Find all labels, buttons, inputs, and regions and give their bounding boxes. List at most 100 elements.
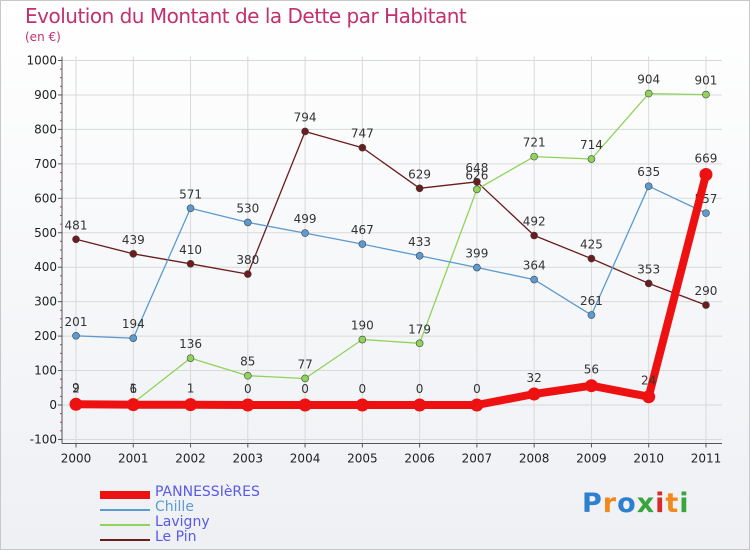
data-point-lavigny	[415, 339, 424, 348]
data-point-chille	[415, 252, 424, 260]
data-point-pannessi-res	[355, 398, 369, 412]
data-label-lavigny: 179	[408, 322, 431, 336]
x-tick-label: 2006	[404, 451, 435, 465]
data-point-chille	[72, 331, 80, 340]
x-tick-label: 2000	[61, 451, 92, 465]
data-point-lavigny	[702, 90, 710, 99]
data-point-le-pin	[186, 259, 195, 268]
proxiti-logo: Proxiti	[582, 488, 690, 519]
y-tick-label: 600	[34, 191, 57, 205]
legend-label-lavigny: Lavigny	[155, 514, 210, 530]
legend-swatch-lavigny	[100, 524, 150, 526]
series-line-le-pin	[75, 130, 707, 306]
data-label-lavigny: 714	[580, 138, 603, 152]
data-point-pannessi-res	[527, 387, 541, 401]
legend-swatch-chille	[100, 509, 150, 511]
legend-swatch-pannessieres	[100, 491, 150, 499]
y-tick-label: 800	[34, 122, 57, 136]
x-tick-label: 2011	[691, 451, 722, 465]
data-label-lavigny: 85	[240, 355, 255, 369]
data-point-le-pin	[358, 143, 367, 152]
data-point-le-pin	[72, 235, 80, 244]
data-label-pannessi-res: 2	[72, 381, 80, 395]
chart-title: Evolution du Montant de la Dette par Hab…	[25, 4, 467, 28]
data-label-le-pin: 380	[236, 253, 259, 267]
logo-letter: t	[665, 488, 680, 519]
data-point-pannessi-res	[584, 379, 598, 393]
y-tick-label: 500	[34, 226, 57, 240]
data-label-chille: 499	[294, 212, 317, 226]
data-label-pannessi-res: 0	[301, 382, 309, 396]
data-point-pannessi-res	[470, 398, 484, 412]
y-tick-label: 200	[34, 329, 57, 343]
data-point-chille	[301, 229, 309, 237]
data-point-lavigny	[244, 371, 252, 380]
x-tick-label: 2002	[175, 451, 206, 465]
data-label-le-pin: 439	[122, 233, 145, 247]
data-point-le-pin	[702, 301, 710, 309]
data-label-le-pin: 794	[294, 110, 317, 124]
data-label-chille: 399	[465, 247, 488, 261]
data-label-le-pin: 747	[351, 127, 374, 141]
data-label-lavigny: 190	[351, 319, 374, 333]
x-tick-label: 2009	[576, 451, 607, 465]
data-label-chille: 467	[351, 223, 374, 237]
data-label-pannessi-res: 1	[129, 382, 137, 396]
y-tick-label: 0	[49, 398, 57, 412]
data-label-le-pin: 290	[695, 284, 718, 298]
series-line-chille	[75, 185, 707, 339]
data-point-le-pin	[473, 177, 481, 186]
y-tick-label: -100	[30, 432, 57, 446]
data-point-pannessi-res	[241, 398, 255, 412]
y-tick-label: 300	[34, 295, 57, 309]
data-label-lavigny: 9	[72, 381, 80, 395]
data-label-lavigny: 77	[297, 357, 312, 371]
data-label-lavigny: 6	[129, 382, 137, 396]
legend-label-le-pin: Le Pin	[155, 529, 197, 545]
data-point-pannessi-res	[69, 397, 83, 411]
data-label-le-pin: 629	[408, 167, 431, 181]
data-point-lavigny	[587, 155, 596, 163]
data-label-le-pin: 492	[523, 215, 546, 229]
data-label-le-pin: 425	[580, 238, 603, 252]
data-point-lavigny	[301, 374, 309, 383]
data-label-chille: 364	[523, 259, 546, 273]
data-point-pannessi-res	[126, 398, 140, 412]
data-label-le-pin: 648	[465, 161, 488, 175]
data-point-le-pin	[587, 254, 596, 263]
data-label-pannessi-res: 669	[695, 152, 718, 166]
legend-label-chille: Chille	[155, 499, 194, 515]
logo-letter: P	[582, 488, 603, 519]
data-point-chille	[129, 334, 138, 342]
data-point-pannessi-res	[184, 398, 198, 412]
data-label-pannessi-res: 0	[416, 382, 424, 396]
logo-letter: o	[617, 488, 637, 519]
data-label-lavigny: 136	[179, 337, 202, 351]
data-point-chille	[473, 263, 481, 272]
data-label-lavigny: 904	[637, 73, 660, 87]
data-point-le-pin	[244, 270, 252, 278]
data-label-chille: 635	[637, 165, 660, 179]
data-point-le-pin	[301, 127, 309, 136]
legend-label-pannessieres: PANNESSIèRES	[155, 484, 260, 500]
y-tick-label: 1000	[26, 54, 57, 68]
data-label-chille: 201	[65, 315, 88, 329]
data-point-lavigny	[644, 89, 653, 98]
data-label-lavigny: 626	[465, 168, 488, 182]
x-tick-label: 2010	[633, 451, 664, 465]
data-label-chille: 194	[122, 317, 145, 331]
x-tick-label: 2005	[347, 451, 378, 465]
data-label-lavigny: 721	[523, 136, 546, 150]
data-label-chille: 433	[408, 235, 431, 249]
data-point-pannessi-res	[699, 168, 713, 182]
y-tick-label: 100	[34, 364, 57, 378]
x-tick-label: 2007	[462, 451, 493, 465]
data-label-pannessi-res: 1	[187, 382, 195, 396]
y-tick-label: 900	[34, 88, 57, 102]
y-tick-label: 400	[34, 260, 57, 274]
series-line-pannessi-res	[72, 170, 710, 409]
data-label-pannessi-res: 24	[641, 374, 656, 388]
data-point-chille	[530, 275, 538, 284]
